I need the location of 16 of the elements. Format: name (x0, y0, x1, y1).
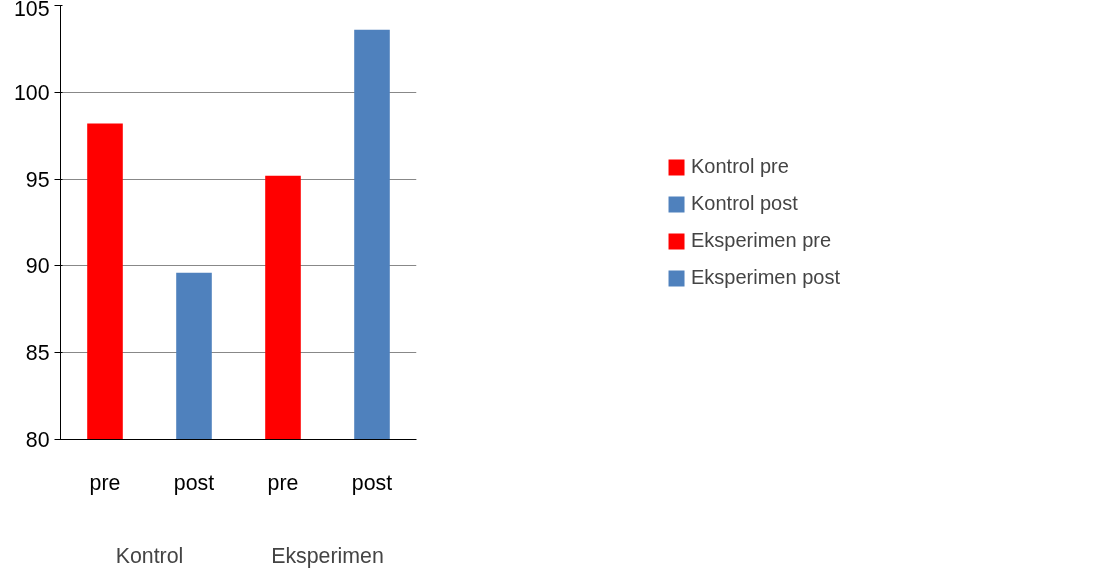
y-tick-label: 100 (13, 80, 50, 105)
y-tick-label: 95 (25, 167, 50, 192)
x-tick-label: post (173, 470, 215, 495)
text: Kontrol (115, 543, 184, 568)
y-tick-label: 90 (25, 254, 50, 279)
text: Eksperimen (271, 543, 384, 568)
legend-label: Kontrol pre (691, 155, 789, 178)
x-tick-label: pre (89, 470, 121, 495)
x-tick-label: pre (267, 470, 299, 495)
legend-label: Kontrol post (691, 192, 798, 215)
y-tick-label: 85 (25, 341, 50, 366)
x-tick-label: post (351, 470, 393, 495)
legend-label: Eksperimen post (691, 266, 840, 289)
y-tick-label: 80 (25, 428, 50, 452)
legend-label: Eksperimen pre (691, 229, 832, 252)
y-tick-label: 105 (13, 0, 50, 21)
